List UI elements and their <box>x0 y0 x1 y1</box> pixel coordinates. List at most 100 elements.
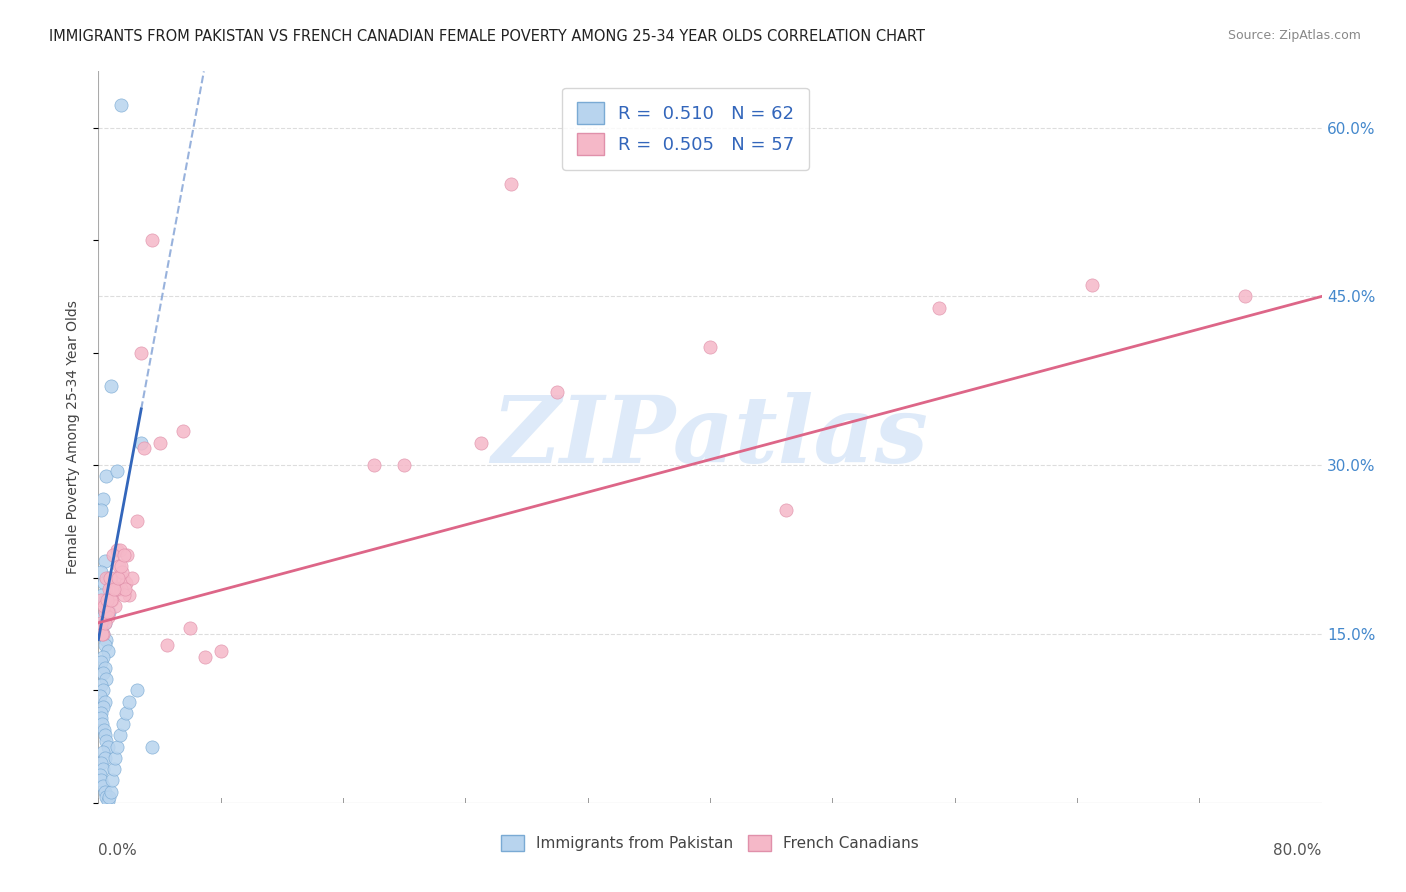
Point <box>101 548 124 562</box>
Point <box>97 605 120 619</box>
Point <box>105 582 128 596</box>
Point <box>103 582 125 596</box>
Point <box>108 728 131 742</box>
Point <box>94 728 117 742</box>
Point <box>546 385 568 400</box>
Point <box>94 615 117 630</box>
Point <box>93 723 115 737</box>
Point <box>91 649 114 664</box>
Point <box>118 694 141 708</box>
Point <box>93 784 115 798</box>
Point <box>91 745 114 759</box>
Point <box>90 773 112 788</box>
Point <box>100 582 122 596</box>
Point <box>156 638 179 652</box>
Point <box>775 503 797 517</box>
Point <box>209 644 232 658</box>
Point <box>91 588 114 602</box>
Point <box>91 610 114 624</box>
Point <box>149 435 172 450</box>
Point <box>928 301 950 315</box>
Point <box>93 661 115 675</box>
Point <box>91 762 114 776</box>
Point <box>104 751 127 765</box>
Point <box>104 599 127 613</box>
Point <box>108 559 131 574</box>
Point <box>115 576 138 591</box>
Point <box>100 593 122 607</box>
Point <box>93 599 115 613</box>
Point <box>97 610 120 624</box>
Point <box>94 672 117 686</box>
Point <box>141 233 163 247</box>
Point <box>111 565 134 579</box>
Point <box>125 683 148 698</box>
Point <box>98 582 121 596</box>
Point <box>117 548 139 562</box>
Point <box>107 582 129 596</box>
Point <box>96 599 118 613</box>
Point <box>91 779 114 793</box>
Point <box>194 649 217 664</box>
Point <box>112 548 135 562</box>
Point <box>91 627 114 641</box>
Point <box>89 689 111 703</box>
Point <box>118 588 141 602</box>
Point <box>97 644 120 658</box>
Point <box>93 615 115 630</box>
Point <box>107 571 129 585</box>
Point <box>98 571 121 585</box>
Point <box>501 177 523 191</box>
Point <box>90 655 112 669</box>
Point <box>94 593 117 607</box>
Point <box>110 559 132 574</box>
Point <box>93 751 115 765</box>
Point <box>179 621 201 635</box>
Point <box>93 694 115 708</box>
Text: IMMIGRANTS FROM PAKISTAN VS FRENCH CANADIAN FEMALE POVERTY AMONG 25-34 YEAR OLDS: IMMIGRANTS FROM PAKISTAN VS FRENCH CANAD… <box>49 29 925 44</box>
Point <box>90 711 112 725</box>
Point <box>93 554 115 568</box>
Point <box>392 458 416 473</box>
Point <box>93 576 115 591</box>
Point <box>125 515 148 529</box>
Point <box>172 425 194 439</box>
Point <box>91 627 114 641</box>
Point <box>108 542 131 557</box>
Point <box>93 605 115 619</box>
Text: Source: ZipAtlas.com: Source: ZipAtlas.com <box>1227 29 1361 42</box>
Point <box>91 491 114 506</box>
Point <box>699 340 721 354</box>
Point <box>91 700 114 714</box>
Point <box>93 638 115 652</box>
Point <box>114 582 136 596</box>
Point <box>91 683 114 698</box>
Point <box>100 784 122 798</box>
Point <box>90 621 112 635</box>
Point <box>90 565 112 579</box>
Point <box>97 793 120 807</box>
Point <box>90 503 112 517</box>
Point <box>89 627 111 641</box>
Point <box>101 593 124 607</box>
Point <box>90 706 112 720</box>
Point <box>115 706 138 720</box>
Legend: Immigrants from Pakistan, French Canadians: Immigrants from Pakistan, French Canadia… <box>495 829 925 857</box>
Point <box>470 435 492 450</box>
Point <box>90 615 112 630</box>
Point <box>89 767 111 781</box>
Point <box>105 542 128 557</box>
Point <box>112 588 135 602</box>
Point <box>91 627 114 641</box>
Point <box>90 593 112 607</box>
Point <box>91 717 114 731</box>
Point <box>94 571 117 585</box>
Point <box>111 571 134 585</box>
Point <box>96 593 118 607</box>
Point <box>94 790 117 805</box>
Point <box>103 571 125 585</box>
Y-axis label: Female Poverty Among 25-34 Year Olds: Female Poverty Among 25-34 Year Olds <box>66 300 80 574</box>
Point <box>121 571 143 585</box>
Point <box>94 469 117 483</box>
Point <box>110 98 132 112</box>
